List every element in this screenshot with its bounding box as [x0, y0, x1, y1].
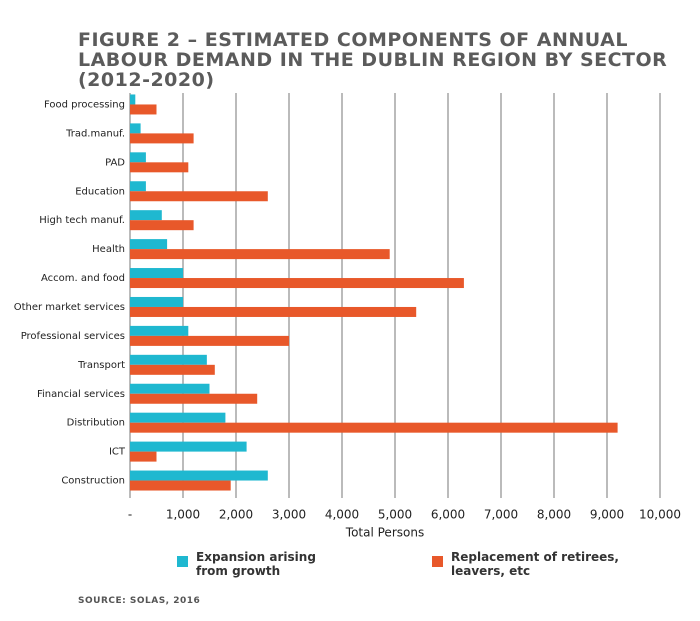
bar [130, 94, 136, 105]
x-tick-label: 3,000 [272, 508, 306, 522]
x-tick-label: 10,000 [639, 508, 681, 522]
bar [130, 249, 390, 260]
x-tick-label: 1,000 [166, 508, 200, 522]
x-tick-label: 8,000 [537, 508, 571, 522]
bar [130, 412, 226, 423]
y-tick-label: ICT [109, 447, 126, 458]
y-tick-label: Financial services [37, 389, 125, 400]
y-tick-label: Construction [61, 476, 125, 487]
bar [130, 441, 247, 452]
x-tick-label: - [128, 508, 132, 522]
bar [130, 123, 141, 134]
y-tick-label: Health [92, 244, 125, 255]
bar [130, 210, 162, 221]
bar [130, 335, 289, 346]
legend-label: Expansion arising from growth [196, 550, 316, 578]
x-tick-label: 7,000 [484, 508, 518, 522]
bar [130, 239, 168, 250]
bar [130, 383, 210, 394]
bar [130, 325, 189, 336]
bar [130, 480, 231, 491]
source-note: SOURCE: SOLAS, 2016 [78, 596, 201, 606]
x-tick-label: 4,000 [325, 508, 359, 522]
legend-swatch [177, 556, 188, 567]
y-tick-label: High tech manuf. [39, 215, 125, 226]
y-tick-label: Distribution [67, 418, 125, 429]
x-tick-label: 2,000 [219, 508, 253, 522]
y-tick-label: Food processing [44, 99, 125, 110]
bar [130, 470, 268, 481]
bar [130, 162, 189, 173]
legend-swatch [432, 556, 443, 567]
y-tick-label: Other market services [14, 302, 125, 313]
y-tick-label: Trad.manuf. [65, 128, 125, 139]
bar [130, 278, 464, 289]
bar [130, 181, 146, 192]
bar [130, 393, 258, 404]
bar [130, 133, 194, 144]
bar [130, 354, 207, 365]
bar [130, 104, 157, 115]
x-tick-label: 6,000 [431, 508, 465, 522]
x-tick-label: 9,000 [590, 508, 624, 522]
y-tick-label: Education [75, 186, 125, 197]
bar [130, 306, 417, 317]
bar [130, 451, 157, 462]
bar [130, 191, 268, 202]
chart-title: FIGURE 2 – ESTIMATED COMPONENTS OF ANNUA… [78, 29, 668, 91]
y-tick-label: Professional services [21, 331, 125, 342]
y-tick-label: Transport [77, 360, 125, 371]
legend-label: Replacement of retirees, leavers, etc [451, 550, 619, 578]
x-tick-label: 5,000 [378, 508, 412, 522]
bar [130, 296, 183, 307]
y-tick-label: PAD [105, 157, 125, 168]
y-tick-label: Accom. and food [41, 273, 125, 284]
bar [130, 268, 183, 279]
bar [130, 220, 194, 231]
bar [130, 422, 618, 433]
bar [130, 152, 146, 163]
bar [130, 364, 215, 375]
x-axis-label: Total Persons [345, 526, 424, 540]
